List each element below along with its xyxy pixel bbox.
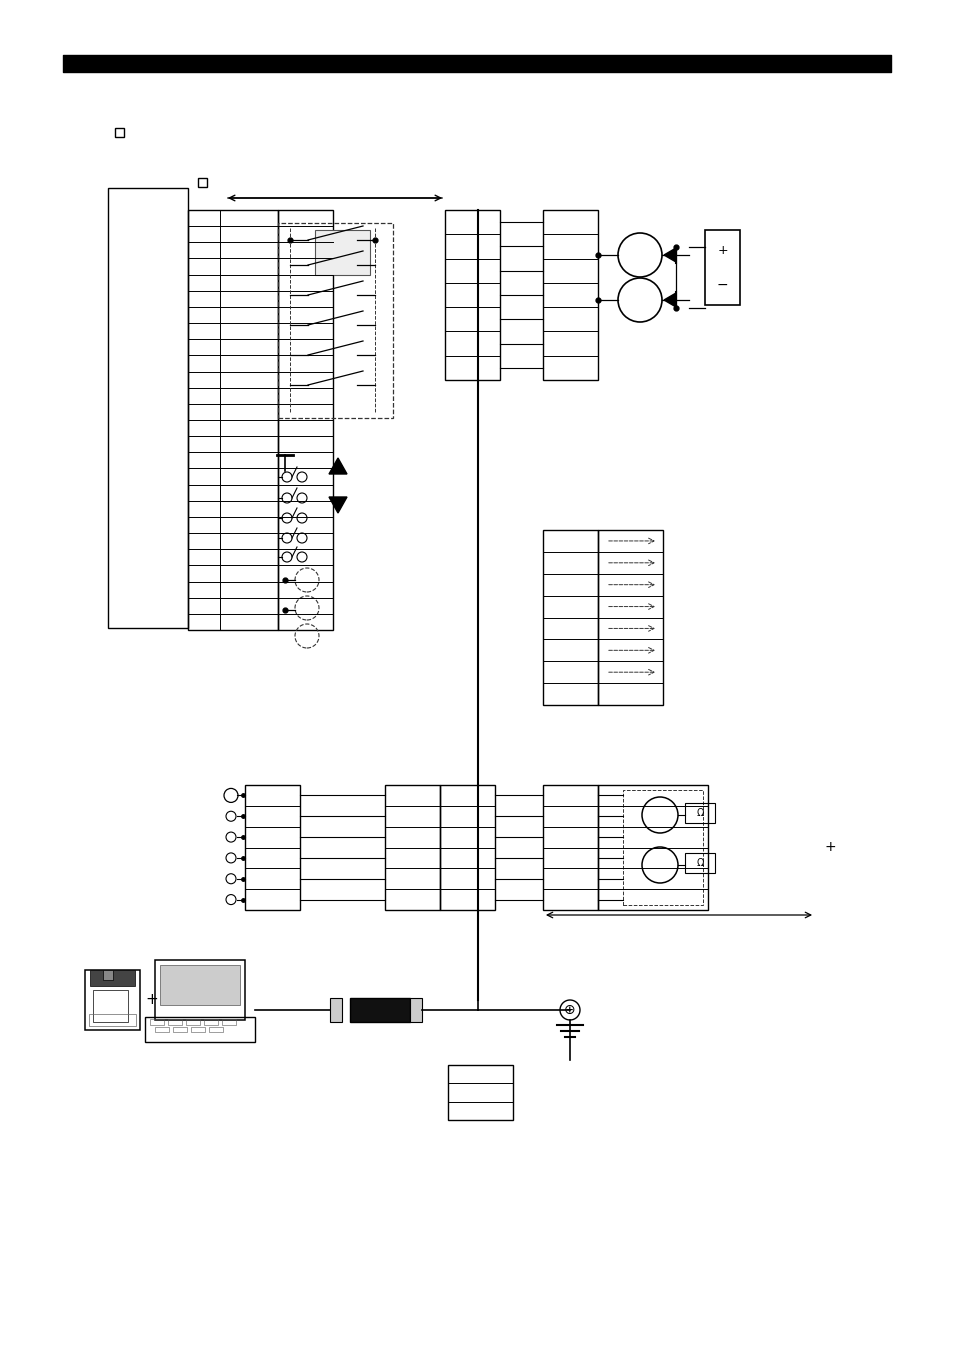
Bar — [314, 230, 370, 276]
Bar — [598, 530, 662, 705]
Bar — [330, 998, 341, 1021]
Polygon shape — [663, 293, 676, 307]
Bar — [154, 1027, 169, 1032]
Bar — [145, 1017, 254, 1042]
Bar — [622, 790, 702, 905]
Bar — [704, 230, 740, 305]
Text: +: + — [146, 993, 158, 1008]
Text: Ω: Ω — [696, 808, 703, 817]
Polygon shape — [329, 497, 347, 513]
Bar — [209, 1027, 223, 1032]
Bar — [598, 785, 707, 911]
Bar — [204, 1019, 218, 1025]
Bar — [385, 785, 439, 911]
Bar — [160, 965, 240, 1005]
Bar — [154, 961, 245, 1020]
Polygon shape — [663, 249, 676, 262]
Bar — [444, 209, 499, 380]
Bar — [350, 998, 410, 1021]
Bar — [684, 802, 714, 823]
Bar — [448, 1065, 513, 1120]
Bar — [222, 1019, 235, 1025]
Bar — [245, 785, 299, 911]
Bar — [439, 785, 495, 911]
Bar — [188, 209, 277, 630]
Bar — [542, 530, 598, 705]
Bar — [684, 852, 714, 873]
Bar — [277, 223, 393, 417]
Bar — [198, 178, 207, 186]
Bar — [108, 188, 188, 628]
Bar — [103, 970, 112, 979]
Bar — [115, 128, 124, 136]
Polygon shape — [329, 458, 347, 474]
Bar — [90, 970, 135, 986]
Bar — [542, 785, 598, 911]
Bar — [168, 1019, 182, 1025]
Bar — [150, 1019, 164, 1025]
Text: −: − — [716, 278, 727, 292]
Bar — [85, 970, 140, 1029]
Bar — [542, 209, 598, 380]
Text: ⊕: ⊕ — [563, 1002, 576, 1017]
Bar — [89, 1015, 136, 1025]
Text: Ω: Ω — [696, 858, 703, 867]
Bar — [186, 1019, 200, 1025]
Bar — [277, 209, 333, 630]
Bar — [410, 998, 421, 1021]
Text: +: + — [717, 243, 727, 257]
Text: +: + — [823, 840, 835, 854]
Bar — [191, 1027, 205, 1032]
Bar — [92, 990, 128, 1021]
Bar — [172, 1027, 187, 1032]
